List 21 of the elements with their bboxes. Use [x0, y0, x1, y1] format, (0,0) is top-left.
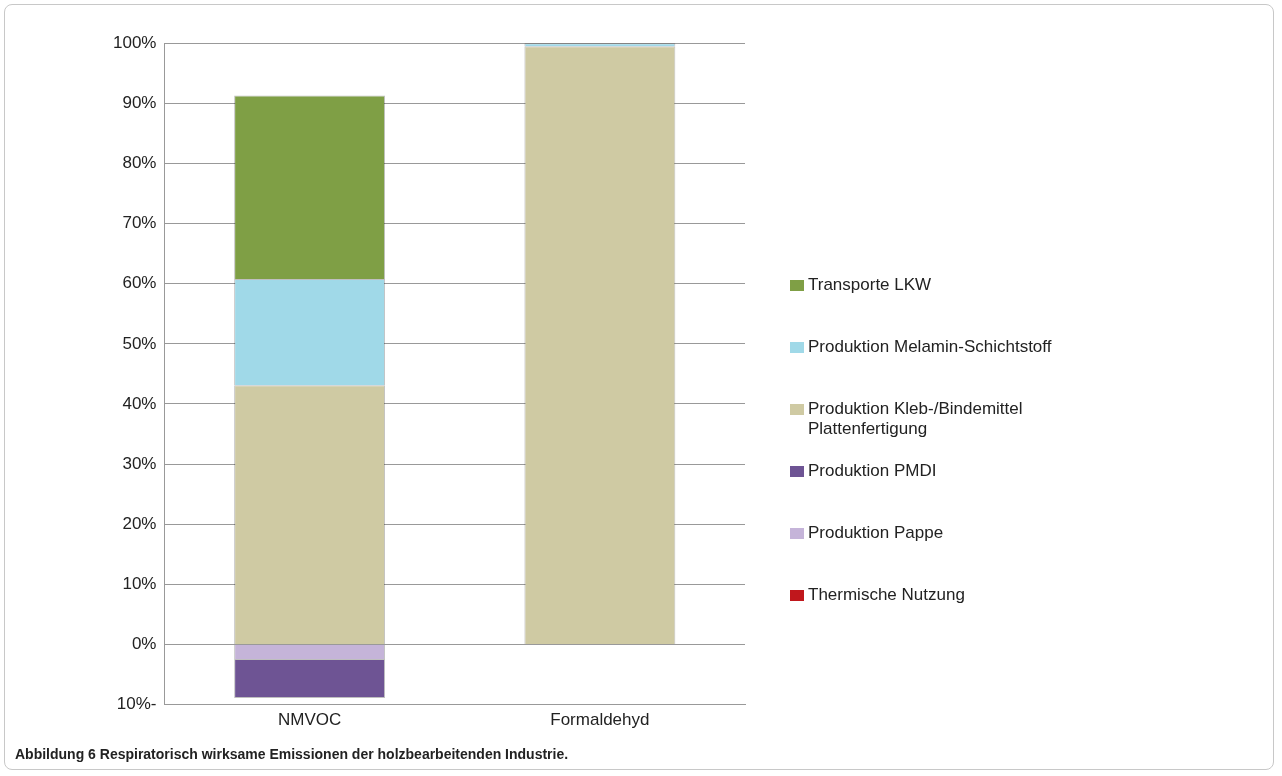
x-tick-label: Formaldehyd — [550, 710, 650, 730]
legend-label: Produktion Pappe — [808, 523, 944, 543]
x-tick-label: NMVOC — [277, 710, 342, 730]
y-tick-label: 20% — [122, 513, 157, 533]
y-tick-label: 40% — [122, 393, 157, 413]
y-tick-label: 50% — [122, 333, 157, 353]
y-tick-label: 30% — [122, 453, 157, 473]
y-tick-label: 80% — [122, 153, 157, 173]
y-tick-label: 10% — [122, 574, 157, 594]
legend-label: Thermische Nutzung — [808, 585, 965, 605]
legend-label: Transporte LKW — [808, 275, 932, 295]
legend-label: Produktion Kleb-/Bindemittel Plattenfertigung — [808, 399, 1024, 439]
legend-label: Produktion Melamin-Schichtstoff — [808, 337, 1052, 357]
y-tick-label: 60% — [122, 273, 157, 293]
text: Abbildung 6 Respiratorisch wirksame Emissionen der holzbearbeitenden Industrie. — [15, 746, 569, 762]
y-tick-label: 100% — [113, 32, 157, 52]
y-tick-label: 10%- — [116, 694, 157, 714]
y-tick-label: 70% — [122, 213, 157, 233]
y-tick-label: 90% — [122, 93, 157, 113]
legend-label: Produktion PMDI — [808, 461, 937, 481]
y-tick-label: 0% — [131, 634, 157, 654]
